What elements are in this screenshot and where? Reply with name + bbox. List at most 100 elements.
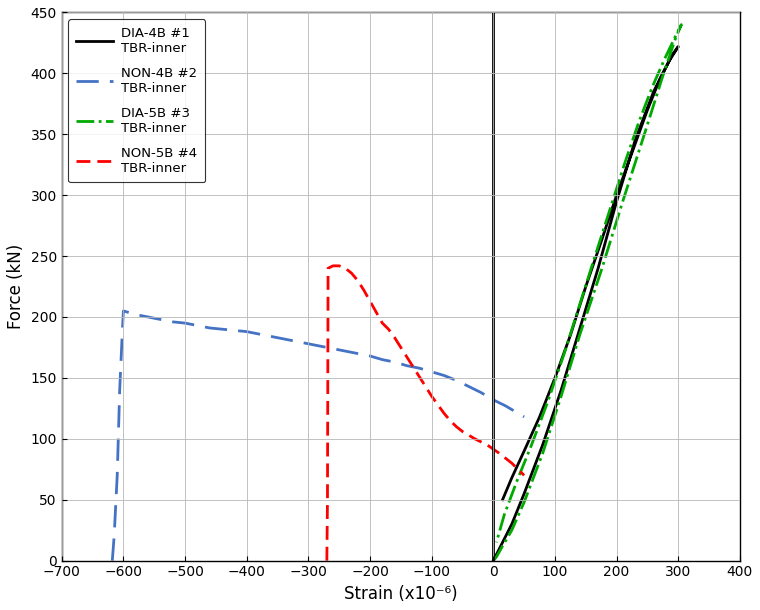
Y-axis label: Force (kN): Force (kN) bbox=[7, 244, 25, 329]
NON-4B #2
TBR-inner bbox=[501, 402, 510, 409]
DIA-5B #3
TBR-inner bbox=[677, 21, 686, 28]
DIA-4B #1
TBR-inner bbox=[556, 386, 565, 393]
NON-5B #4
TBR-inner bbox=[353, 277, 363, 284]
NON-4B #2
TBR-inner bbox=[427, 368, 436, 376]
DIA-5B #3
TBR-inner bbox=[492, 539, 501, 546]
DIA-5B #3
TBR-inner bbox=[556, 392, 565, 400]
NON-5B #4
TBR-inner bbox=[372, 309, 381, 316]
DIA-4B #1
TBR-inner bbox=[594, 265, 603, 272]
DIA-5B #3
TBR-inner bbox=[640, 131, 649, 138]
NON-5B #4
TBR-inner bbox=[520, 472, 529, 479]
DIA-4B #1
TBR-inner bbox=[649, 88, 658, 95]
DIA-5B #3
TBR-inner bbox=[520, 498, 529, 506]
DIA-4B #1
TBR-inner bbox=[673, 43, 682, 50]
NON-5B #4
TBR-inner bbox=[340, 265, 350, 272]
NON-5B #4
TBR-inner bbox=[359, 287, 369, 294]
DIA-4B #1
TBR-inner bbox=[550, 375, 559, 382]
DIA-4B #1
TBR-inner bbox=[664, 57, 673, 65]
NON-5B #4
TBR-inner bbox=[451, 423, 461, 430]
NON-5B #4
TBR-inner bbox=[507, 459, 516, 467]
NON-4B #2
TBR-inner bbox=[112, 472, 122, 479]
NON-4B #2
TBR-inner bbox=[279, 336, 288, 343]
NON-4B #2
TBR-inner bbox=[108, 557, 117, 564]
NON-4B #2
TBR-inner bbox=[267, 333, 276, 340]
NON-5B #4
TBR-inner bbox=[384, 326, 393, 333]
DIA-4B #1
TBR-inner bbox=[597, 238, 606, 245]
DIA-4B #1
TBR-inner bbox=[520, 447, 529, 454]
NON-5B #4
TBR-inner bbox=[334, 262, 344, 270]
NON-4B #2
TBR-inner bbox=[520, 413, 529, 420]
NON-5B #4
TBR-inner bbox=[322, 557, 331, 564]
DIA-5B #3
TBR-inner bbox=[543, 398, 552, 406]
NON-4B #2
TBR-inner bbox=[316, 343, 325, 350]
NON-4B #2
TBR-inner bbox=[390, 359, 399, 366]
DIA-4B #1
TBR-inner bbox=[498, 496, 507, 503]
NON-4B #2
TBR-inner bbox=[217, 326, 226, 333]
NON-5B #4
TBR-inner bbox=[323, 386, 332, 393]
DIA-5B #3
TBR-inner bbox=[677, 21, 686, 28]
Line: NON-4B #2
TBR-inner: NON-4B #2 TBR-inner bbox=[112, 311, 524, 561]
Line: DIA-4B #1
TBR-inner: DIA-4B #1 TBR-inner bbox=[493, 46, 678, 561]
DIA-5B #3
TBR-inner bbox=[489, 557, 498, 564]
NON-5B #4
TBR-inner bbox=[483, 441, 492, 448]
NON-5B #4
TBR-inner bbox=[495, 450, 504, 457]
DIA-5B #3
TBR-inner bbox=[498, 542, 507, 550]
DIA-5B #3
TBR-inner bbox=[618, 198, 627, 205]
NON-4B #2
TBR-inner bbox=[180, 320, 189, 327]
DIA-5B #3
TBR-inner bbox=[559, 350, 568, 357]
NON-5B #4
TBR-inner bbox=[403, 354, 412, 361]
DIA-5B #3
TBR-inner bbox=[658, 72, 667, 79]
DIA-5B #3
TBR-inner bbox=[660, 55, 670, 62]
NON-4B #2
TBR-inner bbox=[328, 345, 337, 353]
NON-5B #4
TBR-inner bbox=[458, 428, 467, 435]
NON-5B #4
TBR-inner bbox=[421, 382, 430, 390]
DIA-5B #3
TBR-inner bbox=[670, 35, 679, 43]
DIA-5B #3
TBR-inner bbox=[597, 267, 606, 274]
NON-4B #2
TBR-inner bbox=[230, 327, 239, 334]
NON-5B #4
TBR-inner bbox=[439, 409, 448, 417]
DIA-4B #1
TBR-inner bbox=[498, 539, 507, 546]
DIA-5B #3
TBR-inner bbox=[648, 83, 657, 90]
NON-4B #2
TBR-inner bbox=[353, 350, 363, 357]
DIA-4B #1
TBR-inner bbox=[673, 43, 682, 50]
DIA-5B #3
TBR-inner bbox=[670, 33, 679, 40]
NON-4B #2
TBR-inner bbox=[378, 356, 387, 364]
DIA-5B #3
TBR-inner bbox=[492, 553, 501, 561]
NON-4B #2
TBR-inner bbox=[193, 322, 202, 329]
DIA-5B #3
TBR-inner bbox=[538, 450, 547, 457]
NON-4B #2
TBR-inner bbox=[340, 348, 350, 355]
X-axis label: Strain (x10⁻⁶): Strain (x10⁻⁶) bbox=[344, 585, 458, 603]
NON-5B #4
TBR-inner bbox=[445, 417, 454, 424]
DIA-4B #1
TBR-inner bbox=[507, 474, 516, 481]
NON-4B #2
TBR-inner bbox=[168, 318, 177, 326]
DIA-5B #3
TBR-inner bbox=[527, 441, 536, 448]
DIA-5B #3
TBR-inner bbox=[620, 160, 629, 167]
DIA-4B #1
TBR-inner bbox=[507, 520, 516, 528]
NON-4B #2
TBR-inner bbox=[255, 331, 264, 338]
DIA-4B #1
TBR-inner bbox=[538, 441, 547, 448]
NON-4B #2
TBR-inner bbox=[144, 314, 153, 321]
DIA-5B #3
TBR-inner bbox=[512, 478, 521, 485]
NON-4B #2
TBR-inner bbox=[439, 372, 448, 379]
NON-4B #2
TBR-inner bbox=[477, 389, 486, 396]
NON-4B #2
TBR-inner bbox=[451, 377, 461, 384]
NON-4B #2
TBR-inner bbox=[366, 353, 375, 360]
NON-4B #2
TBR-inner bbox=[156, 316, 165, 323]
NON-5B #4
TBR-inner bbox=[433, 401, 442, 408]
DIA-4B #1
TBR-inner bbox=[612, 198, 621, 205]
NON-4B #2
TBR-inner bbox=[205, 325, 214, 332]
DIA-5B #3
TBR-inner bbox=[575, 301, 584, 309]
NON-4B #2
TBR-inner bbox=[489, 396, 498, 403]
DIA-4B #1
TBR-inner bbox=[628, 149, 637, 156]
Line: DIA-5B #3
TBR-inner: DIA-5B #3 TBR-inner bbox=[493, 24, 682, 561]
NON-4B #2
TBR-inner bbox=[242, 328, 252, 336]
Legend: DIA-4B #1
TBR-inner, NON-4B #2
TBR-inner, DIA-5B #3
TBR-inner, NON-5B #4
TBR-inn: DIA-4B #1 TBR-inner, NON-4B #2 TBR-inner… bbox=[68, 19, 205, 182]
DIA-4B #1
TBR-inner bbox=[520, 490, 529, 497]
DIA-5B #3
TBR-inner bbox=[575, 332, 584, 339]
NON-4B #2
TBR-inner bbox=[292, 338, 301, 345]
NON-4B #2
TBR-inner bbox=[109, 533, 119, 540]
NON-4B #2
TBR-inner bbox=[415, 365, 424, 372]
NON-4B #2
TBR-inner bbox=[119, 307, 128, 315]
NON-5B #4
TBR-inner bbox=[427, 392, 436, 400]
NON-5B #4
TBR-inner bbox=[470, 435, 480, 442]
